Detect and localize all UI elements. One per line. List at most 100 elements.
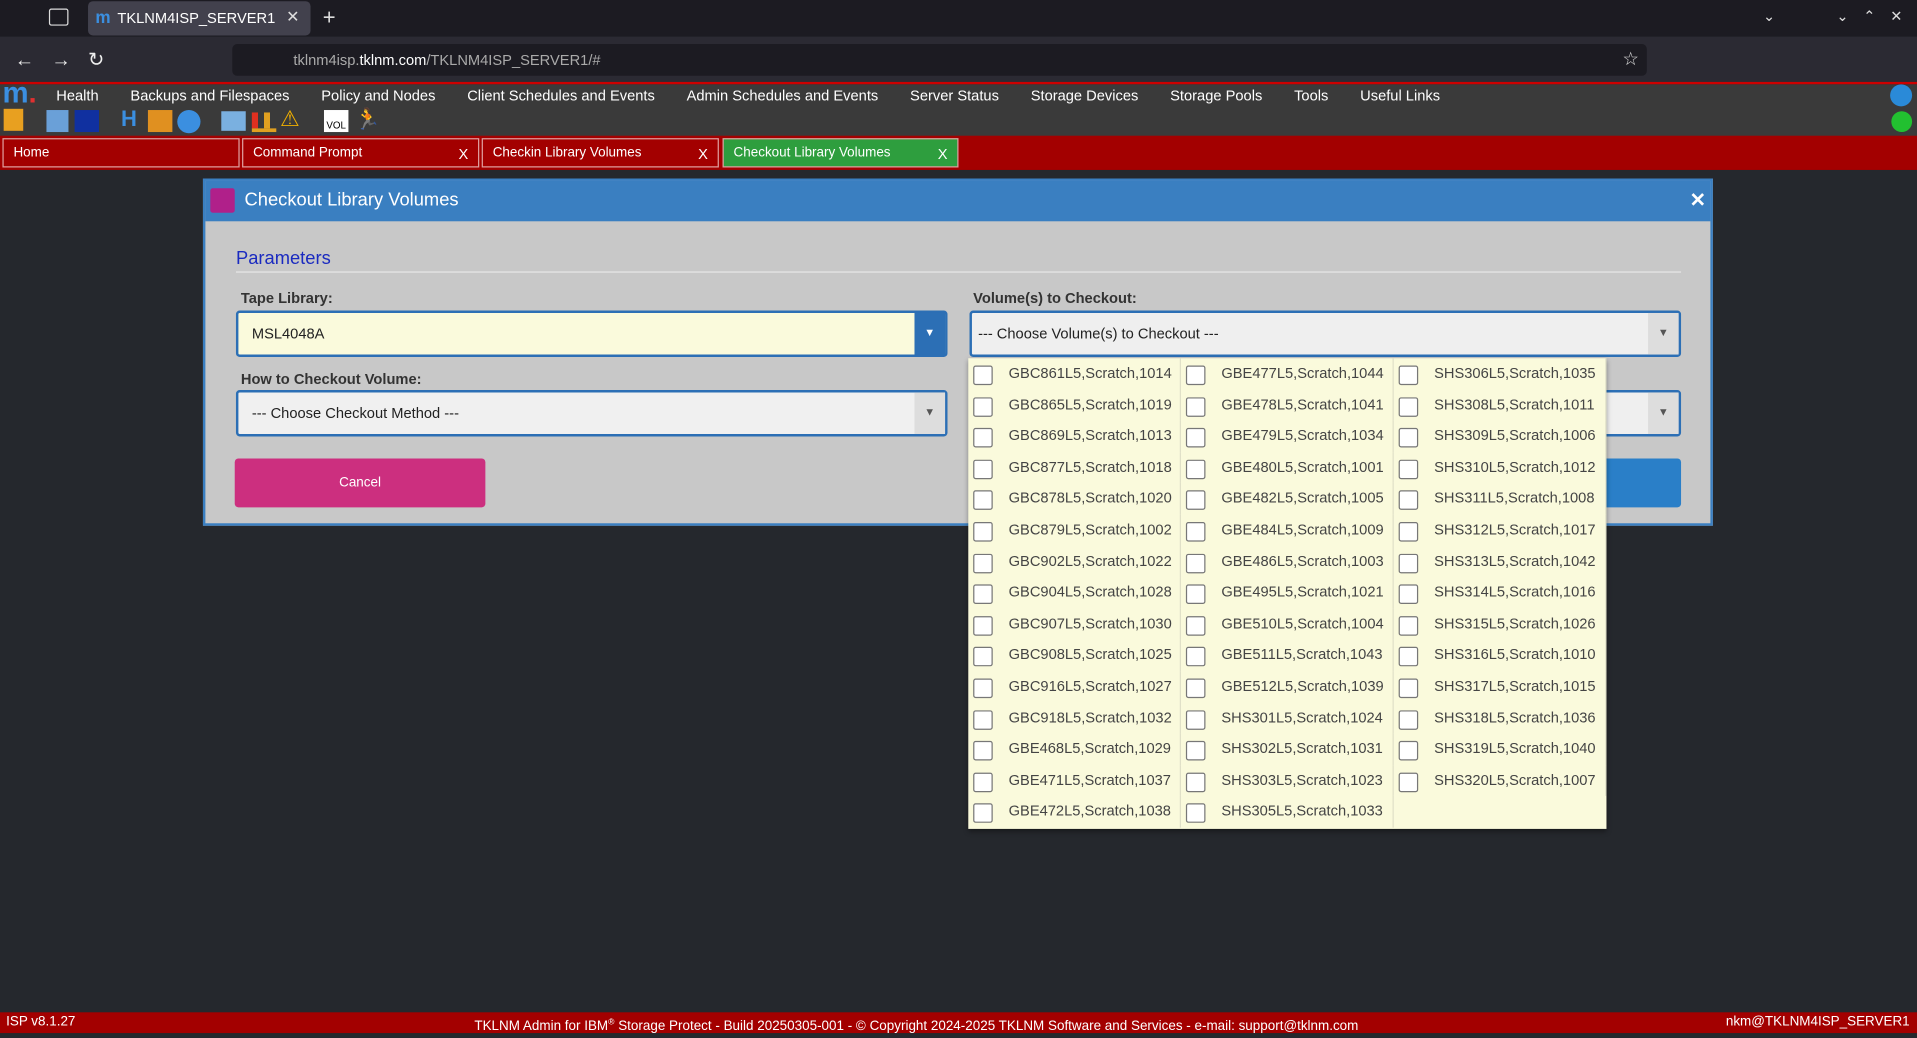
method-select[interactable]: --- Choose Checkout Method --- ▼ bbox=[235, 390, 948, 437]
checkbox[interactable] bbox=[1185, 490, 1206, 511]
volume-option[interactable]: SHS317L5,Scratch,1015 bbox=[1394, 671, 1607, 703]
checkbox[interactable] bbox=[973, 678, 993, 699]
checkbox[interactable] bbox=[973, 365, 993, 386]
checkbox[interactable] bbox=[1398, 678, 1419, 699]
volume-option[interactable]: GBE472L5,Scratch,1038 bbox=[968, 796, 1182, 828]
volume-option[interactable]: GBC916L5,Scratch,1027 bbox=[968, 671, 1182, 703]
tab-list-icon[interactable] bbox=[48, 8, 69, 26]
checkbox[interactable] bbox=[1398, 709, 1419, 730]
checkbox[interactable] bbox=[1185, 396, 1206, 417]
menu-item[interactable]: Health bbox=[56, 86, 99, 104]
checkbox[interactable] bbox=[1398, 396, 1419, 417]
volume-option[interactable]: GBC877L5,Scratch,1018 bbox=[968, 452, 1182, 484]
checkbox[interactable] bbox=[1398, 741, 1419, 761]
menu-item[interactable]: Policy and Nodes bbox=[321, 86, 436, 104]
tab-close[interactable]: ✕ bbox=[286, 7, 300, 26]
app-tab-close[interactable]: X bbox=[458, 145, 469, 163]
volume-option[interactable]: SHS315L5,Scratch,1026 bbox=[1394, 608, 1607, 640]
menu-item[interactable]: Admin Schedules and Events bbox=[686, 86, 879, 104]
volume-option[interactable]: GBE512L5,Scratch,1039 bbox=[1181, 671, 1394, 703]
checkbox[interactable] bbox=[1185, 803, 1206, 824]
volume-option[interactable]: SHS303L5,Scratch,1023 bbox=[1181, 765, 1394, 797]
volume-option[interactable]: GBC865L5,Scratch,1019 bbox=[968, 389, 1182, 421]
checkbox[interactable] bbox=[1398, 522, 1419, 542]
checkbox[interactable] bbox=[973, 709, 993, 730]
dropdown-arrow[interactable]: ▼ bbox=[914, 312, 946, 355]
checkbox[interactable] bbox=[1185, 459, 1206, 480]
volume-option[interactable]: GBC907L5,Scratch,1030 bbox=[968, 608, 1182, 640]
dropdown-arrow[interactable]: ▼ bbox=[1648, 392, 1679, 435]
checkbox[interactable] bbox=[1398, 615, 1419, 636]
checkbox[interactable] bbox=[973, 396, 993, 417]
app-tab[interactable]: Home bbox=[2, 138, 240, 168]
volume-option[interactable]: SHS316L5,Scratch,1010 bbox=[1394, 639, 1607, 672]
window-controls[interactable]: ⌄⌃✕ bbox=[1836, 7, 1917, 25]
dialog-close[interactable]: ✕ bbox=[1689, 190, 1706, 212]
volume-option[interactable]: GBC879L5,Scratch,1002 bbox=[968, 514, 1182, 546]
volume-option[interactable]: GBE471L5,Scratch,1037 bbox=[968, 765, 1182, 797]
volume-option[interactable]: GBE479L5,Scratch,1034 bbox=[1181, 420, 1394, 453]
checkbox[interactable] bbox=[973, 522, 993, 542]
cancel-button[interactable]: Cancel bbox=[234, 458, 486, 508]
tool-alert[interactable]: ⚠ bbox=[279, 106, 300, 131]
tool-run[interactable]: 🏃 bbox=[354, 107, 381, 131]
app-logo[interactable]: m. bbox=[2, 77, 37, 111]
volume-option[interactable]: GBC869L5,Scratch,1013 bbox=[968, 420, 1182, 453]
volumes-select[interactable]: --- Choose Volume(s) to Checkout --- ▼ bbox=[969, 310, 1682, 357]
checkbox[interactable] bbox=[1185, 709, 1206, 730]
volume-option[interactable]: GBC904L5,Scratch,1028 bbox=[968, 577, 1182, 609]
tool-info[interactable] bbox=[177, 110, 201, 134]
checkbox[interactable] bbox=[1398, 428, 1419, 448]
checkbox[interactable] bbox=[973, 459, 993, 480]
volume-option[interactable]: SHS306L5,Scratch,1035 bbox=[1394, 358, 1607, 390]
volume-option[interactable]: SHS301L5,Scratch,1024 bbox=[1181, 702, 1394, 734]
checkbox[interactable] bbox=[973, 741, 993, 761]
menu-item[interactable]: Server Status bbox=[910, 86, 999, 104]
browser-tab[interactable]: m TKLNM4ISP_SERVER1 ✕ bbox=[88, 1, 311, 36]
volume-option[interactable]: GBE484L5,Scratch,1009 bbox=[1181, 514, 1394, 546]
volume-option[interactable]: SHS314L5,Scratch,1016 bbox=[1394, 577, 1607, 609]
checkbox[interactable] bbox=[1185, 678, 1206, 699]
url-bar[interactable]: tklnm4isp.tklnm.com/TKLNM4ISP_SERVER1/# … bbox=[232, 44, 1647, 76]
volume-option[interactable]: SHS305L5,Scratch,1033 bbox=[1181, 796, 1394, 828]
checkbox[interactable] bbox=[1185, 365, 1206, 386]
volume-option[interactable]: GBE480L5,Scratch,1001 bbox=[1181, 452, 1394, 484]
checkbox[interactable] bbox=[973, 803, 993, 824]
app-tab[interactable]: Checkout Library Volumes X bbox=[722, 138, 959, 168]
checkbox[interactable] bbox=[973, 553, 993, 573]
app-tab-close[interactable]: X bbox=[937, 145, 948, 163]
checkbox[interactable] bbox=[1398, 490, 1419, 511]
tool-h[interactable]: H bbox=[121, 106, 137, 131]
volume-option[interactable]: GBC878L5,Scratch,1020 bbox=[968, 483, 1182, 515]
app-tab[interactable]: Checkin Library Volumes X bbox=[481, 138, 719, 168]
tool-bars[interactable] bbox=[251, 112, 277, 133]
logout-icon[interactable] bbox=[1890, 84, 1913, 107]
menu-item[interactable]: Tools bbox=[1294, 86, 1329, 104]
checkbox[interactable] bbox=[973, 428, 993, 448]
checkbox[interactable] bbox=[973, 772, 993, 792]
volume-option[interactable]: SHS308L5,Scratch,1011 bbox=[1394, 389, 1607, 421]
checkbox[interactable] bbox=[973, 647, 993, 667]
checkbox[interactable] bbox=[1398, 647, 1419, 667]
checkbox[interactable] bbox=[1185, 584, 1206, 605]
app-tab[interactable]: Command Prompt X bbox=[242, 138, 480, 168]
checkbox[interactable] bbox=[1185, 615, 1206, 636]
volume-option[interactable]: GBE482L5,Scratch,1005 bbox=[1181, 483, 1394, 515]
checkbox[interactable] bbox=[1398, 584, 1419, 605]
new-tab[interactable]: + bbox=[322, 4, 336, 30]
volume-option[interactable]: SHS313L5,Scratch,1042 bbox=[1394, 545, 1607, 578]
volume-option[interactable]: GBC902L5,Scratch,1022 bbox=[968, 545, 1182, 578]
menu-item[interactable]: Storage Pools bbox=[1170, 86, 1263, 104]
checkbox[interactable] bbox=[1398, 459, 1419, 480]
tool-graph[interactable] bbox=[221, 111, 246, 131]
volume-option[interactable]: GBC861L5,Scratch,1014 bbox=[968, 358, 1182, 390]
checkbox[interactable] bbox=[1185, 772, 1206, 792]
volume-option[interactable]: SHS310L5,Scratch,1012 bbox=[1394, 452, 1607, 484]
tab-overflow[interactable]: ⌄ bbox=[1762, 7, 1776, 25]
checkbox[interactable] bbox=[1398, 772, 1419, 792]
volume-option[interactable]: SHS311L5,Scratch,1008 bbox=[1394, 483, 1607, 515]
tool-tree[interactable] bbox=[147, 110, 173, 133]
menu-item[interactable]: Storage Devices bbox=[1030, 86, 1139, 104]
checkbox[interactable] bbox=[973, 490, 993, 511]
checkbox[interactable] bbox=[1185, 647, 1206, 667]
